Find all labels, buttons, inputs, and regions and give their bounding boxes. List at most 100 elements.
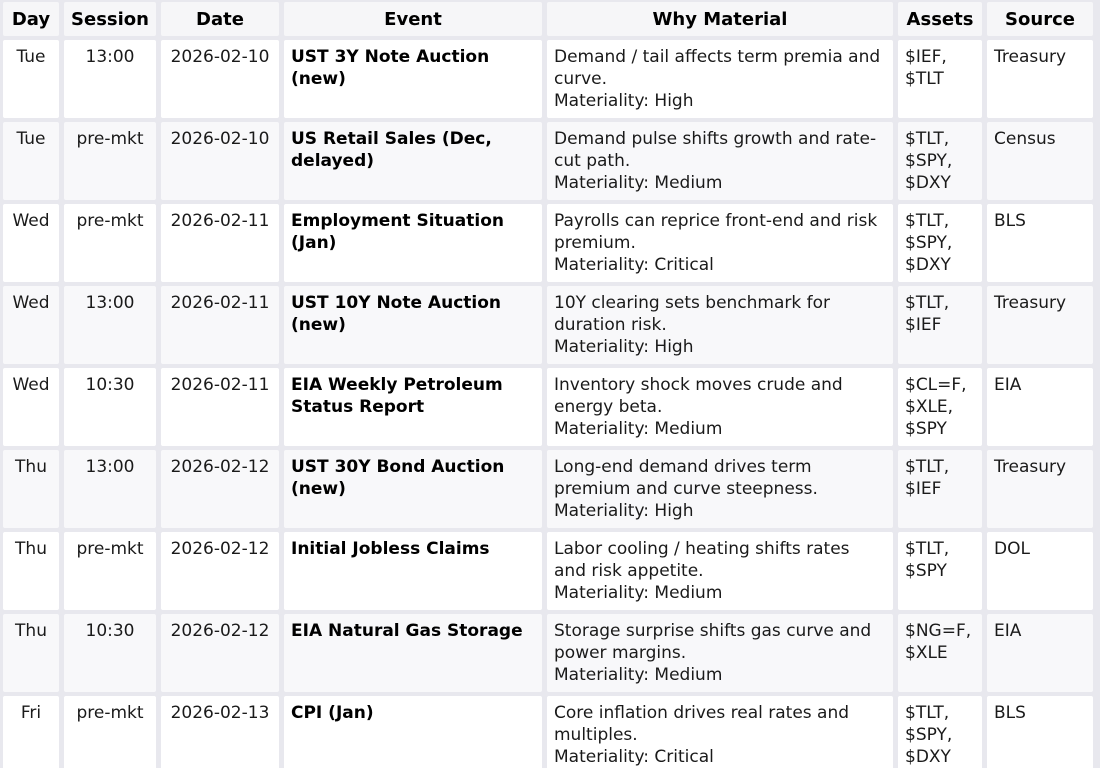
source-cell: Treasury — [987, 286, 1093, 364]
why-material-cell: Inventory shock moves crude and energy b… — [547, 368, 893, 446]
date-cell: 2026-02-12 — [161, 450, 279, 528]
day-cell: Thu — [3, 614, 59, 692]
session-cell: pre-mkt — [64, 122, 156, 200]
source-cell: BLS — [987, 696, 1093, 768]
table-row: Thu pre-mkt 2026-02-12 Initial Jobless C… — [3, 532, 1093, 610]
session-cell: pre-mkt — [64, 696, 156, 768]
table-row: Fri pre-mkt 2026-02-13 CPI (Jan) Core in… — [3, 696, 1093, 768]
table-row: Wed 13:00 2026-02-11 UST 10Y Note Auctio… — [3, 286, 1093, 364]
why-material-cell: Core inflation drives real rates and mul… — [547, 696, 893, 768]
event-cell: EIA Natural Gas Storage — [284, 614, 542, 692]
session-cell: pre-mkt — [64, 532, 156, 610]
materiality-text: Materiality: High — [554, 501, 694, 521]
table-row: Tue 13:00 2026-02-10 UST 3Y Note Auction… — [3, 40, 1093, 118]
materiality-text: Materiality: Medium — [554, 173, 723, 193]
session-cell: 13:00 — [64, 40, 156, 118]
column-header-session: Session — [64, 2, 156, 36]
why-material-cell: Labor cooling / heating shifts rates and… — [547, 532, 893, 610]
materiality-text: Materiality: High — [554, 337, 694, 357]
materiality-text: Materiality: Medium — [554, 583, 723, 603]
source-cell: Treasury — [987, 40, 1093, 118]
source-cell: BLS — [987, 204, 1093, 282]
column-header-date: Date — [161, 2, 279, 36]
date-cell: 2026-02-10 — [161, 122, 279, 200]
day-cell: Thu — [3, 532, 59, 610]
date-cell: 2026-02-12 — [161, 614, 279, 692]
source-cell: EIA — [987, 368, 1093, 446]
assets-cell: $TLT, $SPY, $DXY — [898, 204, 982, 282]
assets-cell: $CL=F, $XLE, $SPY — [898, 368, 982, 446]
table-row: Thu 13:00 2026-02-12 UST 30Y Bond Auctio… — [3, 450, 1093, 528]
why-material-cell: 10Y clearing sets benchmark for duration… — [547, 286, 893, 364]
event-cell: Employment Situation (Jan) — [284, 204, 542, 282]
date-cell: 2026-02-11 — [161, 286, 279, 364]
day-cell: Wed — [3, 286, 59, 364]
date-cell: 2026-02-11 — [161, 204, 279, 282]
event-cell: UST 3Y Note Auction (new) — [284, 40, 542, 118]
why-text: Payrolls can reprice front-end and risk … — [554, 211, 878, 253]
table-row: Wed 10:30 2026-02-11 EIA Weekly Petroleu… — [3, 368, 1093, 446]
assets-cell: $IEF, $TLT — [898, 40, 982, 118]
event-cell: CPI (Jan) — [284, 696, 542, 768]
column-header-assets: Assets — [898, 2, 982, 36]
day-cell: Tue — [3, 122, 59, 200]
event-cell: UST 30Y Bond Auction (new) — [284, 450, 542, 528]
header-row: Day Session Date Event Why Material Asse… — [3, 2, 1093, 36]
column-header-source: Source — [987, 2, 1093, 36]
assets-cell: $TLT, $SPY, $DXY — [898, 122, 982, 200]
why-text: Core inflation drives real rates and mul… — [554, 703, 850, 745]
why-text: Labor cooling / heating shifts rates and… — [554, 539, 850, 581]
why-text: Long-end demand drives term premium and … — [554, 457, 818, 499]
event-cell: US Retail Sales (Dec, delayed) — [284, 122, 542, 200]
day-cell: Thu — [3, 450, 59, 528]
source-cell: Census — [987, 122, 1093, 200]
why-material-cell: Demand pulse shifts growth and rate-cut … — [547, 122, 893, 200]
assets-cell: $TLT, $SPY — [898, 532, 982, 610]
day-cell: Wed — [3, 368, 59, 446]
materiality-text: Materiality: Medium — [554, 665, 723, 685]
date-cell: 2026-02-10 — [161, 40, 279, 118]
day-cell: Fri — [3, 696, 59, 768]
source-cell: DOL — [987, 532, 1093, 610]
date-cell: 2026-02-11 — [161, 368, 279, 446]
day-cell: Wed — [3, 204, 59, 282]
why-material-cell: Payrolls can reprice front-end and risk … — [547, 204, 893, 282]
why-text: Demand / tail affects term premia and cu… — [554, 47, 881, 89]
why-material-cell: Storage surprise shifts gas curve and po… — [547, 614, 893, 692]
why-material-cell: Demand / tail affects term premia and cu… — [547, 40, 893, 118]
why-text: Storage surprise shifts gas curve and po… — [554, 621, 872, 663]
date-cell: 2026-02-13 — [161, 696, 279, 768]
date-cell: 2026-02-12 — [161, 532, 279, 610]
session-cell: 13:00 — [64, 286, 156, 364]
session-cell: 10:30 — [64, 614, 156, 692]
column-header-event: Event — [284, 2, 542, 36]
event-cell: Initial Jobless Claims — [284, 532, 542, 610]
table-row: Wed pre-mkt 2026-02-11 Employment Situat… — [3, 204, 1093, 282]
materiality-text: Materiality: High — [554, 91, 694, 111]
assets-cell: $NG=F, $XLE — [898, 614, 982, 692]
day-cell: Tue — [3, 40, 59, 118]
materiality-text: Materiality: Critical — [554, 747, 714, 767]
table-body: Tue 13:00 2026-02-10 UST 3Y Note Auction… — [3, 40, 1093, 768]
column-header-day: Day — [3, 2, 59, 36]
materiality-text: Materiality: Medium — [554, 419, 723, 439]
session-cell: 13:00 — [64, 450, 156, 528]
source-cell: Treasury — [987, 450, 1093, 528]
materiality-text: Materiality: Critical — [554, 255, 714, 275]
table-row: Thu 10:30 2026-02-12 EIA Natural Gas Sto… — [3, 614, 1093, 692]
column-header-why-material: Why Material — [547, 2, 893, 36]
source-cell: EIA — [987, 614, 1093, 692]
event-cell: UST 10Y Note Auction (new) — [284, 286, 542, 364]
assets-cell: $TLT, $SPY, $DXY — [898, 696, 982, 768]
why-material-cell: Long-end demand drives term premium and … — [547, 450, 893, 528]
event-cell: EIA Weekly Petroleum Status Report — [284, 368, 542, 446]
why-text: 10Y clearing sets benchmark for duration… — [554, 293, 831, 335]
why-text: Inventory shock moves crude and energy b… — [554, 375, 843, 417]
assets-cell: $TLT, $IEF — [898, 286, 982, 364]
session-cell: 10:30 — [64, 368, 156, 446]
table-row: Tue pre-mkt 2026-02-10 US Retail Sales (… — [3, 122, 1093, 200]
session-cell: pre-mkt — [64, 204, 156, 282]
assets-cell: $TLT, $IEF — [898, 450, 982, 528]
why-text: Demand pulse shifts growth and rate-cut … — [554, 129, 877, 171]
